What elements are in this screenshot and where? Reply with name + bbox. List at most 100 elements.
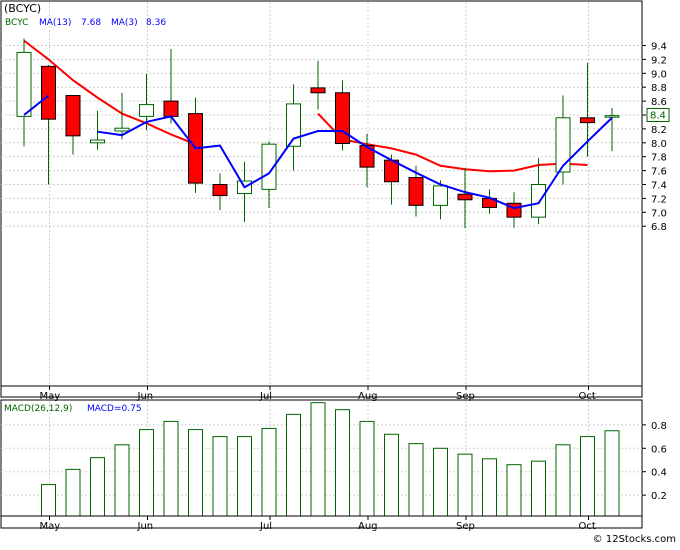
macd-bar: [408, 443, 424, 517]
price-y-tick-label: 8.2: [651, 125, 667, 136]
candle-body-up: [555, 117, 571, 173]
candle-body-up: [286, 103, 301, 147]
candle-body-down: [580, 117, 595, 124]
macd-bar: [457, 453, 473, 517]
macd-bar: [335, 409, 350, 517]
candle-body-up: [261, 143, 277, 190]
macd-bar: [433, 447, 448, 517]
macd-bar: [90, 457, 105, 517]
macd-bar: [359, 420, 375, 517]
macd-bar: [237, 436, 252, 517]
candle-body-up: [139, 104, 154, 117]
macd-bar: [482, 458, 497, 517]
price-y-tick-label: 8.0: [651, 139, 667, 150]
macd-month-label: Jul: [259, 521, 272, 532]
macd-bar: [114, 444, 130, 517]
ticker-title: (BCYC): [4, 2, 41, 15]
macd-bar: [261, 427, 277, 517]
macd-y-tick-label: 0.6: [651, 444, 667, 455]
price-y-tick-label: 7.4: [651, 181, 667, 192]
ma13-line: [23, 39, 196, 146]
legend-symbol: BCYC: [5, 18, 28, 28]
candle-body-down: [212, 184, 228, 197]
candle-body-down: [163, 100, 179, 117]
macd-panel: 0.2 0.4 0.6 0.8 May Jun Jul Aug Sep Oct MACD(26,…: [0, 399, 667, 532]
macd-bar: [212, 436, 228, 517]
price-month-label: Jun: [137, 391, 154, 402]
macd-bar: [604, 430, 620, 517]
price-y-tick-label: 7.0: [651, 208, 667, 219]
price-y-tick-label: 7.8: [651, 153, 667, 164]
macd-x-axis: May Jun Jul Aug Sep Oct: [40, 516, 596, 532]
macd-bar: [139, 429, 154, 517]
candle-body-up: [604, 115, 620, 118]
price-month-label: May: [40, 391, 61, 402]
legend-ma3-label: MA(3): [111, 18, 138, 28]
price-month-label: Aug: [358, 391, 378, 402]
macd-bar: [286, 413, 301, 517]
last-price-tag: 8.4: [646, 108, 670, 122]
macd-bar: [41, 484, 56, 517]
ma3-series: [23, 94, 613, 210]
candle-body-up: [16, 51, 32, 117]
macd-value-label: MACD=0.75: [87, 404, 142, 414]
macd-bar: [531, 460, 546, 517]
last-price-label: 8.4: [650, 111, 666, 122]
macd-y-tick-label: 0.4: [651, 468, 667, 479]
macd-y-tick-label: 0.2: [651, 491, 667, 502]
price-y-tick-label: 9.4: [651, 42, 667, 53]
candle-body-up: [114, 127, 130, 132]
macd-bar: [163, 420, 179, 517]
macd-month-label: Oct: [579, 521, 596, 532]
candle-body-down: [359, 145, 375, 168]
price-month-label: Sep: [456, 391, 475, 402]
candle-body-up: [531, 184, 546, 218]
macd-title: MACD(26,12,9): [4, 404, 72, 414]
macd-y-tick-label: 0.8: [651, 421, 667, 432]
price-y-tick-label: 9.0: [651, 69, 667, 80]
candle-body-down: [408, 177, 424, 206]
price-y-tick-label: 8.8: [651, 83, 667, 94]
macd-panel-border: [0, 399, 643, 529]
price-legend: (BCYC) BCYC MA(13) 7.68 MA(3) 8.36: [4, 2, 166, 28]
macd-month-label: Jun: [137, 521, 154, 532]
candles: [16, 38, 620, 229]
price-month-label: Jul: [259, 391, 272, 402]
macd-bar: [310, 402, 326, 517]
price-y-tick-label: 8.6: [651, 97, 667, 108]
macd-bar: [384, 433, 399, 517]
candle-body-up: [433, 185, 448, 206]
price-panel: 6.8 7.0 7.2 7.4 7.6 7.8 8.0 8.2 8.4 8.6 8.8 9.0 9.2 9…: [0, 0, 670, 402]
macd-bar: [506, 464, 522, 517]
legend-ma3-value: 8.36: [146, 18, 166, 28]
price-y-tick-label: 9.2: [651, 55, 667, 66]
macd-bar: [65, 468, 81, 517]
macd-bar: [188, 429, 203, 517]
candle-body-down: [310, 87, 326, 94]
ma3-line: [23, 94, 50, 116]
candle-body-down: [457, 193, 473, 201]
price-panel-border: [0, 0, 643, 398]
candle-body-down: [65, 95, 81, 137]
macd-month-label: May: [40, 521, 61, 532]
macd-bar: [580, 436, 595, 517]
candle-body-down: [335, 92, 350, 144]
macd-bars: [41, 402, 620, 517]
price-x-axis: May Jun Jul Aug Sep Oct: [40, 386, 596, 402]
price-y-tick-label: 7.2: [651, 194, 667, 205]
macd-y-axis: 0.2 0.4 0.6 0.8: [642, 421, 667, 502]
ma3-line: [97, 115, 613, 210]
copyright-footer: © 12Stocks.com: [593, 534, 676, 545]
last-price-box: [646, 108, 670, 122]
price-month-label: Oct: [579, 391, 596, 402]
price-y-tick-label: 6.8: [651, 222, 667, 233]
macd-bar: [555, 444, 571, 517]
macd-month-label: Sep: [456, 521, 475, 532]
price-y-tick-label: 7.6: [651, 167, 667, 178]
macd-month-label: Aug: [358, 521, 378, 532]
legend-ma13-value: 7.68: [81, 18, 101, 28]
legend-ma13-label: MA(13): [39, 18, 71, 28]
candle-body-up: [90, 139, 105, 144]
candle-body-down: [41, 65, 56, 120]
